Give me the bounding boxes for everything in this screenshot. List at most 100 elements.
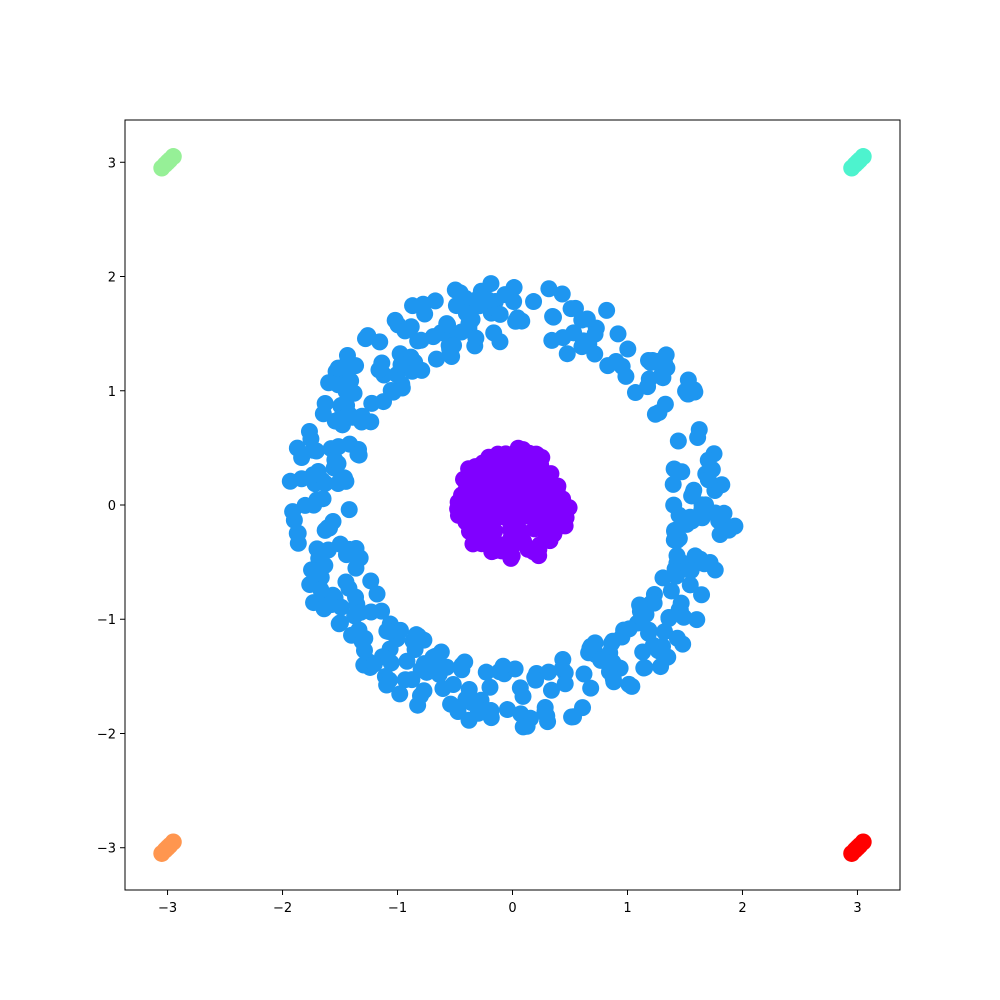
data-point [659, 648, 677, 666]
data-point [438, 315, 456, 333]
data-point [542, 465, 560, 483]
data-point [331, 614, 349, 632]
data-point [693, 586, 711, 604]
series-5 [843, 833, 872, 862]
data-point [662, 582, 680, 600]
data-point [620, 620, 638, 638]
data-point [701, 554, 719, 572]
data-point [288, 524, 306, 542]
data-point [554, 650, 572, 668]
data-point [720, 521, 738, 539]
data-point [362, 572, 380, 590]
data-point [489, 445, 507, 463]
data-point [487, 473, 505, 491]
data-point [607, 352, 625, 370]
data-point [424, 648, 442, 666]
data-point [391, 685, 409, 703]
x-tick-label: −1 [388, 901, 407, 916]
data-point [288, 439, 306, 457]
data-point [558, 345, 576, 363]
y-tick-label: 3 [108, 156, 116, 171]
data-point [575, 665, 593, 683]
data-point [451, 284, 469, 302]
data-point [471, 297, 489, 315]
data-point [667, 567, 685, 585]
data-point [525, 293, 543, 311]
data-point [654, 569, 672, 587]
data-point [336, 409, 354, 427]
data-point [666, 521, 684, 539]
data-point [582, 679, 600, 697]
data-point [447, 297, 465, 315]
data-point [404, 297, 422, 315]
data-point [337, 573, 355, 591]
data-point [434, 680, 452, 698]
data-point [481, 678, 499, 696]
data-point [406, 640, 424, 658]
data-point [685, 381, 703, 399]
data-point [540, 280, 558, 298]
data-point [415, 682, 433, 700]
data-point [368, 585, 386, 603]
data-point [396, 322, 414, 340]
y-tick-label: −1 [97, 613, 116, 628]
series-3 [843, 148, 872, 177]
x-tick-label: 1 [623, 901, 631, 916]
data-point [347, 588, 365, 606]
data-point [637, 605, 655, 623]
ticks-layer: −3 −2 −1 0 1 2 3 −3 −2 −1 0 1 2 3 [97, 156, 862, 916]
data-point [353, 413, 371, 431]
data-point [316, 474, 334, 492]
data-point [598, 301, 616, 319]
series-2 [153, 148, 182, 177]
data-point [656, 623, 674, 641]
data-point [329, 359, 347, 377]
data-point [498, 701, 516, 719]
data-point [496, 286, 514, 304]
data-point [477, 519, 495, 537]
data-point [686, 547, 704, 565]
data-point [449, 702, 467, 720]
data-point [482, 275, 500, 293]
data-point [164, 833, 182, 851]
data-point [674, 635, 692, 653]
data-point [574, 332, 592, 350]
data-point [512, 476, 530, 494]
data-point [164, 148, 182, 166]
series-4 [153, 833, 182, 862]
data-point [412, 331, 430, 349]
data-point [660, 610, 678, 628]
y-tick-label: −3 [97, 842, 116, 857]
y-tick-label: −2 [97, 727, 116, 742]
data-point [332, 598, 350, 616]
data-point [639, 378, 657, 396]
data-point [544, 308, 562, 326]
data-point [482, 709, 500, 727]
data-point [504, 514, 522, 532]
data-point [565, 708, 583, 726]
data-point [460, 680, 478, 698]
data-point [682, 561, 700, 579]
data-point [635, 659, 653, 677]
data-point [409, 696, 427, 714]
data-point [438, 658, 456, 676]
data-point [300, 423, 318, 440]
data-point [362, 603, 380, 621]
data-point [539, 713, 557, 731]
data-point [413, 361, 431, 379]
y-tick-label: 1 [108, 385, 116, 400]
data-point [546, 486, 564, 504]
series-1 [449, 439, 578, 567]
data-point [496, 460, 514, 478]
data-point [619, 340, 637, 358]
data-point [604, 669, 622, 687]
data-point [392, 356, 410, 374]
x-tick-label: −2 [273, 901, 292, 916]
data-point [469, 502, 487, 520]
data-point [697, 496, 715, 514]
data-point [556, 675, 574, 693]
data-point [314, 405, 332, 423]
data-point [509, 309, 527, 327]
